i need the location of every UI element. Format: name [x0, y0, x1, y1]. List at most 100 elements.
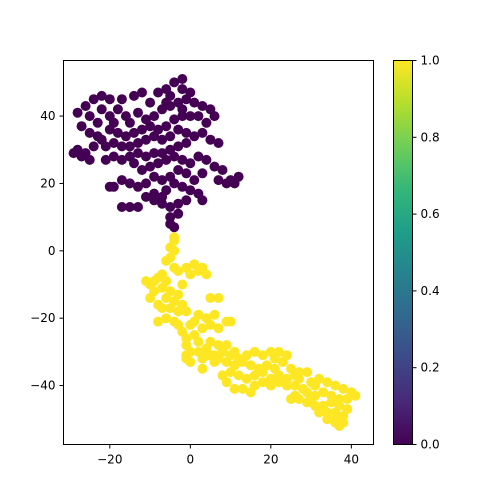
colorbar: [393, 60, 413, 445]
data-point: [177, 154, 188, 165]
data-point: [173, 141, 184, 152]
data-point: [177, 181, 188, 192]
data-point: [193, 266, 204, 276]
data-point: [108, 138, 119, 148]
data-point: [157, 175, 168, 186]
y-tick-label: 40: [40, 109, 55, 123]
data-point: [237, 357, 248, 367]
y-tick-label: −20: [30, 311, 55, 325]
data-point: [165, 202, 176, 212]
data-point: [165, 218, 176, 229]
data-point: [257, 367, 268, 378]
data-point: [104, 94, 115, 105]
data-point: [225, 316, 236, 327]
data-point: [273, 346, 284, 357]
data-point: [161, 276, 172, 287]
data-point: [116, 175, 127, 186]
data-point: [96, 104, 107, 115]
data-point: [137, 87, 147, 98]
data-point: [133, 138, 143, 148]
data-point: [169, 178, 180, 189]
data-point: [149, 171, 160, 182]
data-point: [161, 293, 172, 303]
data-point: [181, 138, 192, 148]
data-point: [100, 141, 111, 152]
data-point: [342, 394, 353, 404]
data-point: [265, 380, 276, 391]
data-point: [209, 309, 220, 320]
data-point: [177, 74, 188, 84]
data-point: [157, 191, 168, 202]
data-point: [137, 165, 147, 175]
data-point: [112, 127, 123, 138]
data-point: [149, 188, 160, 199]
data-point: [124, 202, 135, 212]
data-point: [173, 124, 184, 135]
data-point: [173, 289, 184, 300]
data-point: [189, 97, 200, 108]
data-point: [116, 141, 127, 152]
x-tick-label: 0: [186, 453, 194, 467]
data-point: [350, 390, 361, 401]
data-point: [145, 97, 156, 108]
data-point: [92, 117, 103, 128]
data-point: [133, 181, 143, 192]
data-point: [153, 316, 164, 327]
data-point: [201, 117, 212, 128]
data-point: [213, 293, 224, 303]
data-point: [197, 195, 208, 206]
data-point: [225, 175, 236, 186]
data-point: [225, 367, 236, 378]
data-point: [169, 114, 180, 125]
data-point: [161, 313, 172, 324]
data-point: [205, 319, 216, 330]
data-point: [237, 383, 248, 394]
data-point: [181, 127, 192, 138]
data-point: [209, 357, 220, 367]
data-point: [209, 161, 220, 172]
data-point: [141, 178, 151, 189]
data-point: [173, 208, 184, 219]
data-point: [197, 363, 208, 374]
data-point: [80, 101, 91, 111]
x-tick-label: 20: [263, 453, 278, 467]
data-point: [165, 131, 176, 142]
data-point: [213, 138, 224, 148]
y-tick-label: 20: [40, 176, 55, 190]
data-point: [133, 202, 143, 212]
data-point: [201, 269, 212, 280]
data-point: [257, 377, 268, 388]
data-point: [173, 306, 184, 317]
data-point: [217, 165, 228, 175]
data-point: [145, 121, 156, 132]
data-point: [294, 367, 304, 378]
data-point: [193, 309, 204, 320]
data-point: [141, 151, 151, 162]
data-point: [185, 269, 196, 280]
data-point: [185, 158, 196, 169]
data-point: [108, 117, 119, 128]
data-point: [149, 148, 160, 159]
x-tick-label: 40: [344, 453, 359, 467]
data-point: [281, 350, 292, 361]
plot-frame: [63, 60, 374, 445]
y-axis: −40 −20 0 20 40: [30, 109, 64, 393]
data-point: [273, 377, 284, 388]
data-point: [330, 417, 341, 428]
data-point: [173, 198, 184, 209]
data-point: [137, 124, 147, 135]
data-point: [241, 373, 252, 384]
data-point: [129, 127, 139, 138]
colorbar-tick-label: 0.4: [421, 284, 440, 298]
colorbar-tick-label: 0.8: [421, 130, 440, 144]
data-point: [197, 168, 208, 179]
data-point: [302, 367, 313, 378]
data-point: [197, 353, 208, 364]
data-point: [129, 158, 139, 169]
data-point: [185, 111, 196, 122]
data-points: [68, 74, 361, 431]
data-point: [104, 181, 115, 192]
data-point: [205, 293, 216, 303]
data-point: [249, 346, 260, 357]
data-point: [314, 373, 325, 384]
